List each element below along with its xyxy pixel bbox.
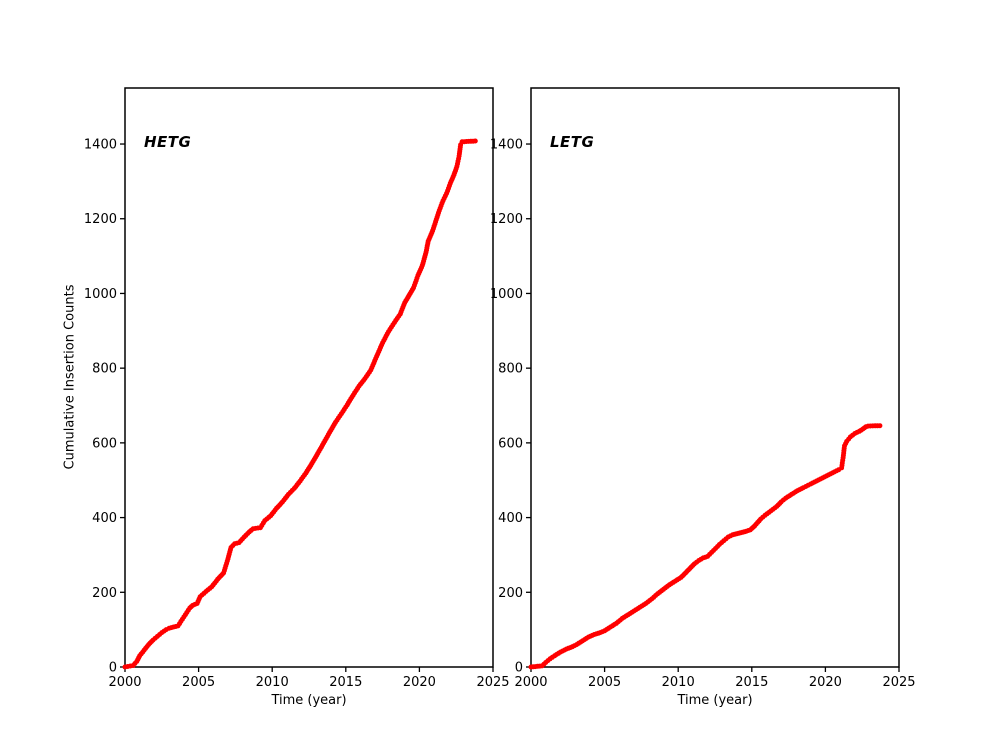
y-tick-label: 1400 (490, 138, 523, 153)
letg-subplot: 2000 2005 2010 2015 2020 2025 0 200 400 600 800 100… (490, 87, 916, 690)
x-tick-label: 2020 (403, 675, 436, 690)
letg-axes-spines (530, 87, 900, 668)
y-tick-label: 600 (92, 436, 117, 451)
x-tick-label: 2010 (256, 675, 289, 690)
y-tick-label: 0 (515, 661, 523, 676)
hetg-x-axis-label: Time (year) (271, 693, 347, 708)
x-tick-label: 2025 (476, 675, 509, 690)
x-tick-label: 2005 (182, 675, 215, 690)
x-tick-label: 2015 (329, 675, 362, 690)
letg-series (528, 423, 883, 670)
hetg-subplot: 2000 2005 2010 2015 2020 2025 0 200 400 600 800 100… (84, 87, 510, 690)
x-tick-label: 2005 (588, 675, 621, 690)
y-tick-label: 1000 (490, 287, 523, 302)
y-tick-label: 800 (92, 362, 117, 377)
y-tick-label: 1400 (84, 138, 117, 153)
y-tick-label: 400 (92, 511, 117, 526)
y-tick-label: 600 (498, 436, 523, 451)
y-axis-label: Cumulative Insertion Counts (62, 284, 78, 470)
y-tick-label: 1200 (490, 212, 523, 227)
y-tick-label: 0 (109, 661, 117, 676)
y-tick-label: 800 (498, 362, 523, 377)
hetg-series (122, 138, 478, 670)
hetg-axes-spines (124, 87, 494, 668)
x-tick-label: 2025 (882, 675, 915, 690)
y-tick-label: 1200 (84, 212, 117, 227)
hetg-title: HETG (144, 133, 192, 151)
letg-title: LETG (550, 133, 595, 151)
y-tick-label: 200 (92, 586, 117, 601)
y-tick-label: 400 (498, 511, 523, 526)
x-tick-label: 2000 (108, 675, 141, 690)
y-tick-label: 1000 (84, 287, 117, 302)
y-tick-label: 200 (498, 586, 523, 601)
letg-x-axis-label: Time (year) (677, 693, 753, 708)
x-tick-label: 2010 (662, 675, 695, 690)
x-tick-label: 2000 (514, 675, 547, 690)
x-tick-label: 2015 (735, 675, 768, 690)
x-tick-label: 2020 (809, 675, 842, 690)
